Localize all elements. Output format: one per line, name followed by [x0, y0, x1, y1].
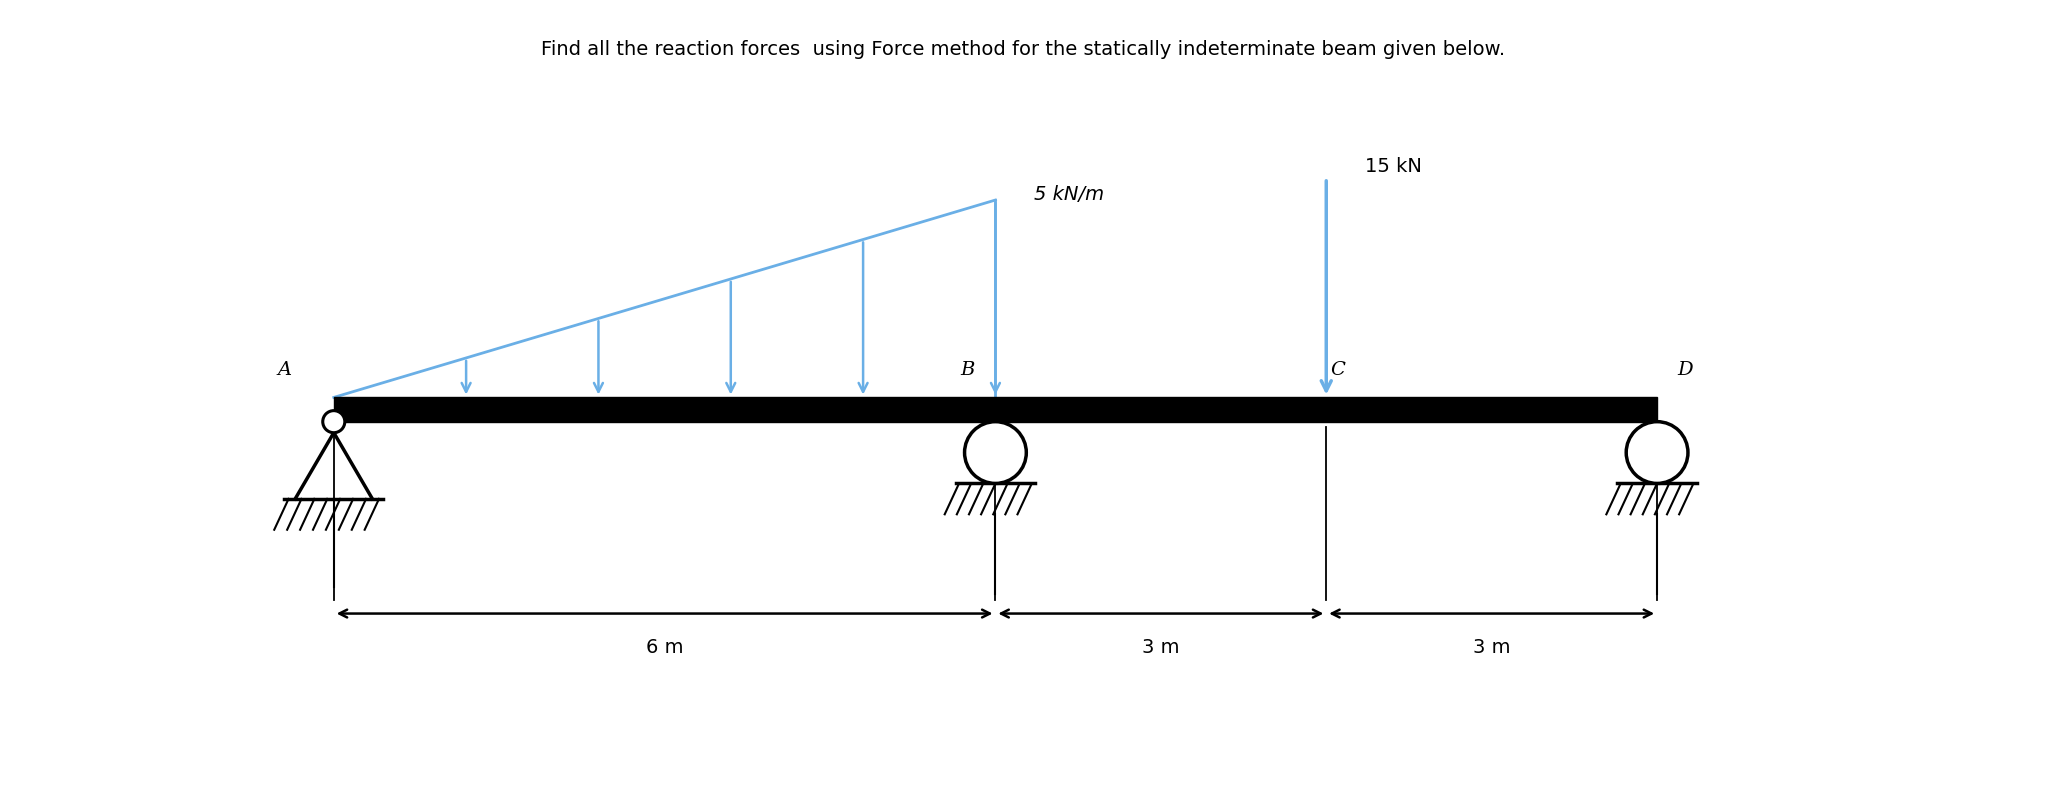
Text: 6 m: 6 m: [647, 637, 683, 657]
Text: 3 m: 3 m: [1473, 637, 1510, 657]
Text: A: A: [276, 361, 291, 379]
Text: 3 m: 3 m: [1142, 637, 1181, 657]
Circle shape: [323, 410, 346, 433]
Bar: [333, 398, 1657, 421]
Text: 15 kN: 15 kN: [1365, 157, 1422, 176]
Text: C: C: [1330, 361, 1344, 379]
Text: B: B: [962, 361, 976, 379]
Circle shape: [1627, 421, 1688, 483]
Text: Find all the reaction forces  using Force method for the statically indeterminat: Find all the reaction forces using Force…: [540, 40, 1506, 59]
Circle shape: [964, 421, 1027, 483]
Text: D: D: [1678, 361, 1692, 379]
Text: 5 kN/m: 5 kN/m: [1033, 185, 1105, 204]
